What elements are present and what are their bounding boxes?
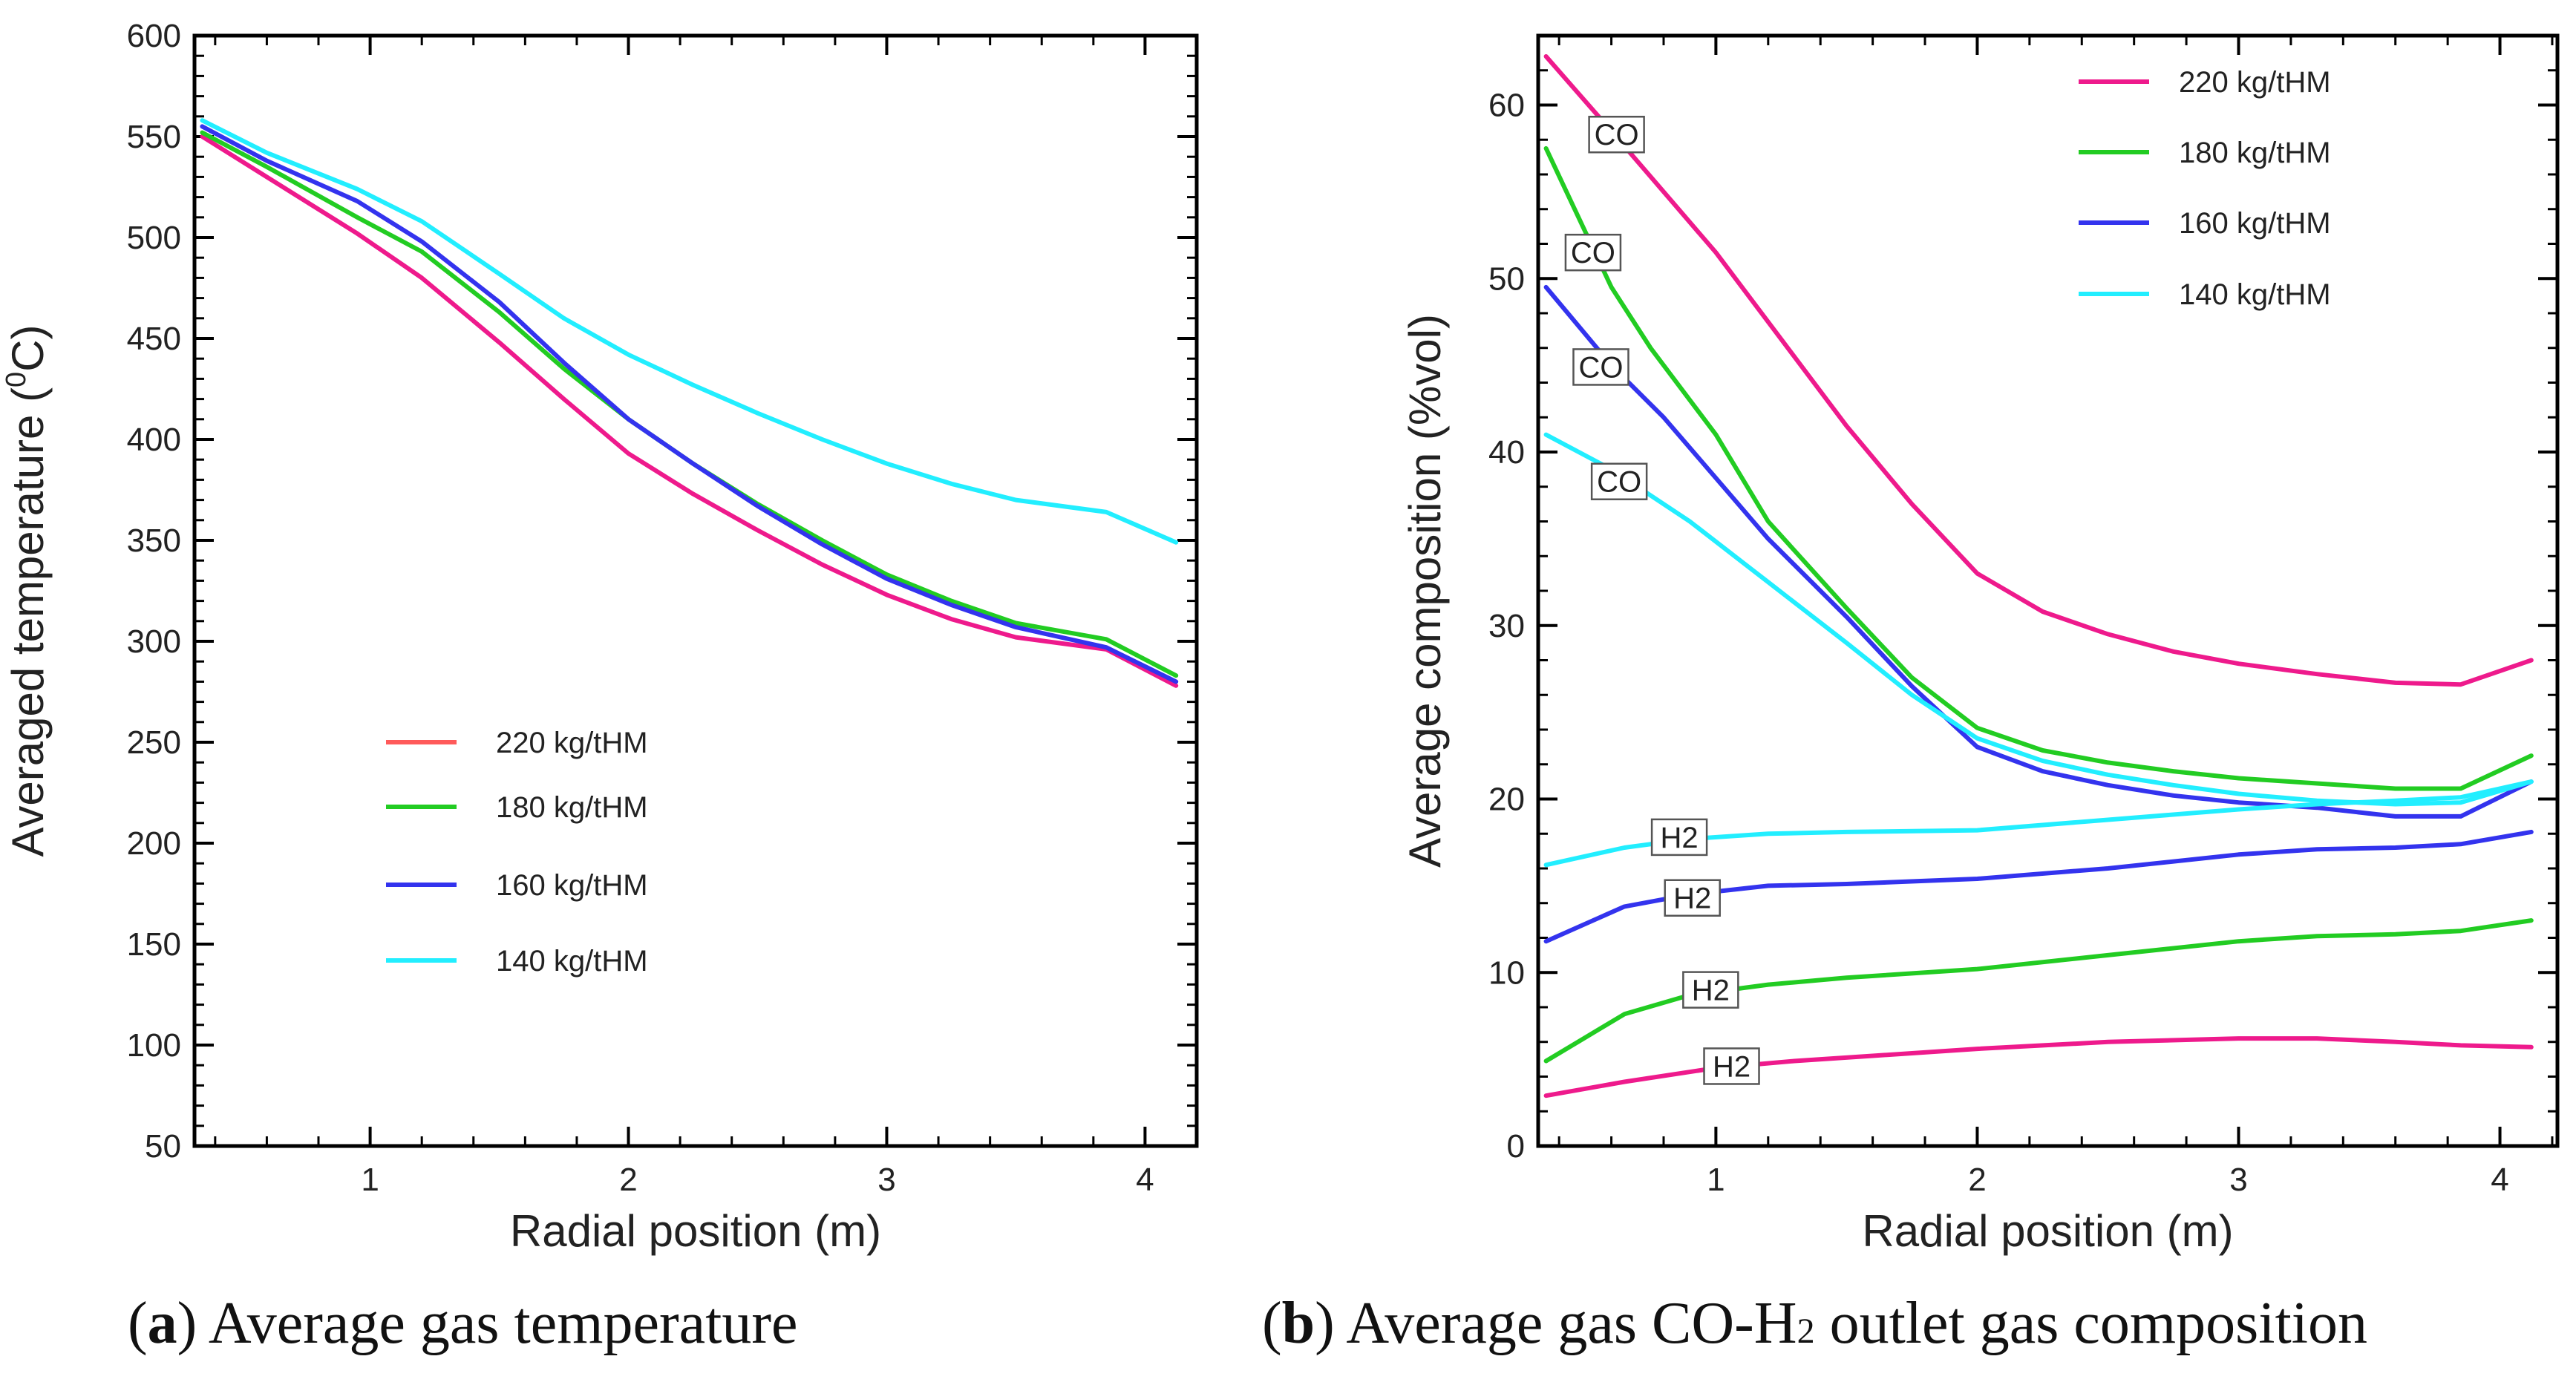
x-tick-label: 3 (2229, 1162, 2247, 1198)
legend-label: 180 kg/tHM (2179, 137, 2331, 169)
caption-b-letter: b (1281, 1291, 1315, 1356)
series-line-140-kg-thm (200, 118, 1179, 545)
legend-label: 140 kg/tHM (2179, 278, 2331, 311)
annotation-box (1650, 818, 1708, 857)
annotation-box (1588, 115, 1645, 154)
x-tick-label: 1 (361, 1162, 379, 1198)
x-axis-label: Radial position (m) (510, 1206, 881, 1256)
y-tick-label: 100 (127, 1027, 181, 1064)
y-tick-label: 600 (127, 18, 181, 54)
y-tick-label: 60 (1488, 88, 1525, 124)
y-tick-label: 40 (1488, 434, 1525, 471)
y-tick-label: 30 (1488, 608, 1525, 644)
annotation-box (1703, 1047, 1760, 1085)
caption-b-subscript: 2 (1797, 1312, 1815, 1351)
plot-frame (192, 33, 1199, 1148)
series-line-220-kg-thm-co (1543, 54, 2534, 687)
chart-a-temperature: 1 2 3 450100150200250300350400450500550600R… (1, 18, 1199, 1256)
series-line-160-kg-thm-co (1543, 284, 2534, 819)
annotation-label: CO (1597, 466, 1641, 499)
y-tick-label: 20 (1488, 782, 1525, 818)
series-line-180-kg-thm (200, 130, 1179, 678)
annotation-h2: H2 (1664, 879, 1721, 917)
legend-label: 180 kg/tHM (496, 791, 648, 824)
y-axis-label-main: Averaged temperature ( (3, 387, 53, 857)
legend-label: 140 kg/tHM (496, 945, 648, 978)
y-axis-label: Averaged temperature (0C) (1, 324, 53, 857)
caption-b: (b) Average gas CO-H2 outlet gas composi… (1262, 1291, 2367, 1356)
annotation-co: CO (1588, 115, 1645, 154)
legend-label: 160 kg/tHM (496, 869, 648, 902)
series-line-160-kg-thm (200, 124, 1179, 684)
annotation-label: CO (1578, 351, 1623, 384)
series-line-220-kg-thm (200, 134, 1179, 688)
y-tick-label: 50 (1488, 261, 1525, 297)
x-tick-label: 2 (1968, 1162, 1986, 1198)
x-tick-label: 1 (1707, 1162, 1725, 1198)
y-tick-label: 200 (127, 825, 181, 862)
x-tick-label: 4 (2491, 1162, 2508, 1198)
caption-b-text-end: outlet gas composition (1814, 1291, 2367, 1356)
annotation-box (1572, 348, 1629, 386)
x-tick-label: 2 (619, 1162, 637, 1198)
annotation-label: CO (1595, 119, 1639, 151)
annotation-h2: H2 (1703, 1047, 1760, 1085)
y-tick-label: 500 (127, 220, 181, 256)
y-tick-label: 550 (127, 119, 181, 155)
annotation-co: CO (1572, 348, 1629, 386)
annotation-label: H2 (1673, 883, 1711, 915)
annotation-box (1564, 233, 1622, 272)
series-line-220-kg-thm-h2 (1543, 1036, 2534, 1098)
caption-a-letter: a (147, 1291, 177, 1356)
x-tick-label: 3 (877, 1162, 895, 1198)
y-tick-label: 10 (1488, 955, 1525, 991)
annotation-label: H2 (1692, 975, 1730, 1007)
y-tick-label: 400 (127, 422, 181, 458)
series-line-180-kg-thm-co (1543, 145, 2534, 791)
y-tick-label: 300 (127, 623, 181, 660)
series-line-180-kg-thm-h2 (1543, 918, 2534, 1064)
x-axis-label: Radial position (m) (1862, 1206, 2233, 1256)
y-tick-label: 250 (127, 724, 181, 761)
annotation-co: CO (1590, 462, 1648, 500)
legend-label: 220 kg/tHM (496, 727, 648, 759)
caption-a: (a) Average gas temperature (128, 1291, 798, 1356)
annotation-box (1682, 971, 1739, 1009)
caption-b-text: Average gas CO-H (1334, 1291, 1797, 1356)
y-tick-label: 150 (127, 926, 181, 963)
y-tick-label: 450 (127, 321, 181, 357)
annotation-label: H2 (1661, 822, 1699, 854)
annotation-h2: H2 (1650, 818, 1708, 857)
legend-label: 160 kg/tHM (2179, 207, 2331, 240)
caption-a-text: Average gas temperature (197, 1291, 798, 1356)
annotation-label: CO (1571, 237, 1615, 269)
y-tick-label: 350 (127, 523, 181, 559)
annotation-label: H2 (1713, 1050, 1750, 1083)
y-tick-label: 0 (1507, 1128, 1525, 1165)
y-axis-label-unit: C) (3, 324, 53, 371)
annotation-box (1590, 462, 1648, 500)
annotation-box (1664, 879, 1721, 917)
y-axis-label-superscript: 0 (1, 372, 32, 387)
y-tick-label: 50 (145, 1128, 181, 1165)
annotation-h2: H2 (1682, 971, 1739, 1009)
x-tick-label: 4 (1136, 1162, 1154, 1198)
legend-label: 220 kg/tHM (2179, 66, 2331, 99)
y-axis-label: Average composition (%vol) (1400, 314, 1450, 868)
annotation-co: CO (1564, 233, 1622, 272)
